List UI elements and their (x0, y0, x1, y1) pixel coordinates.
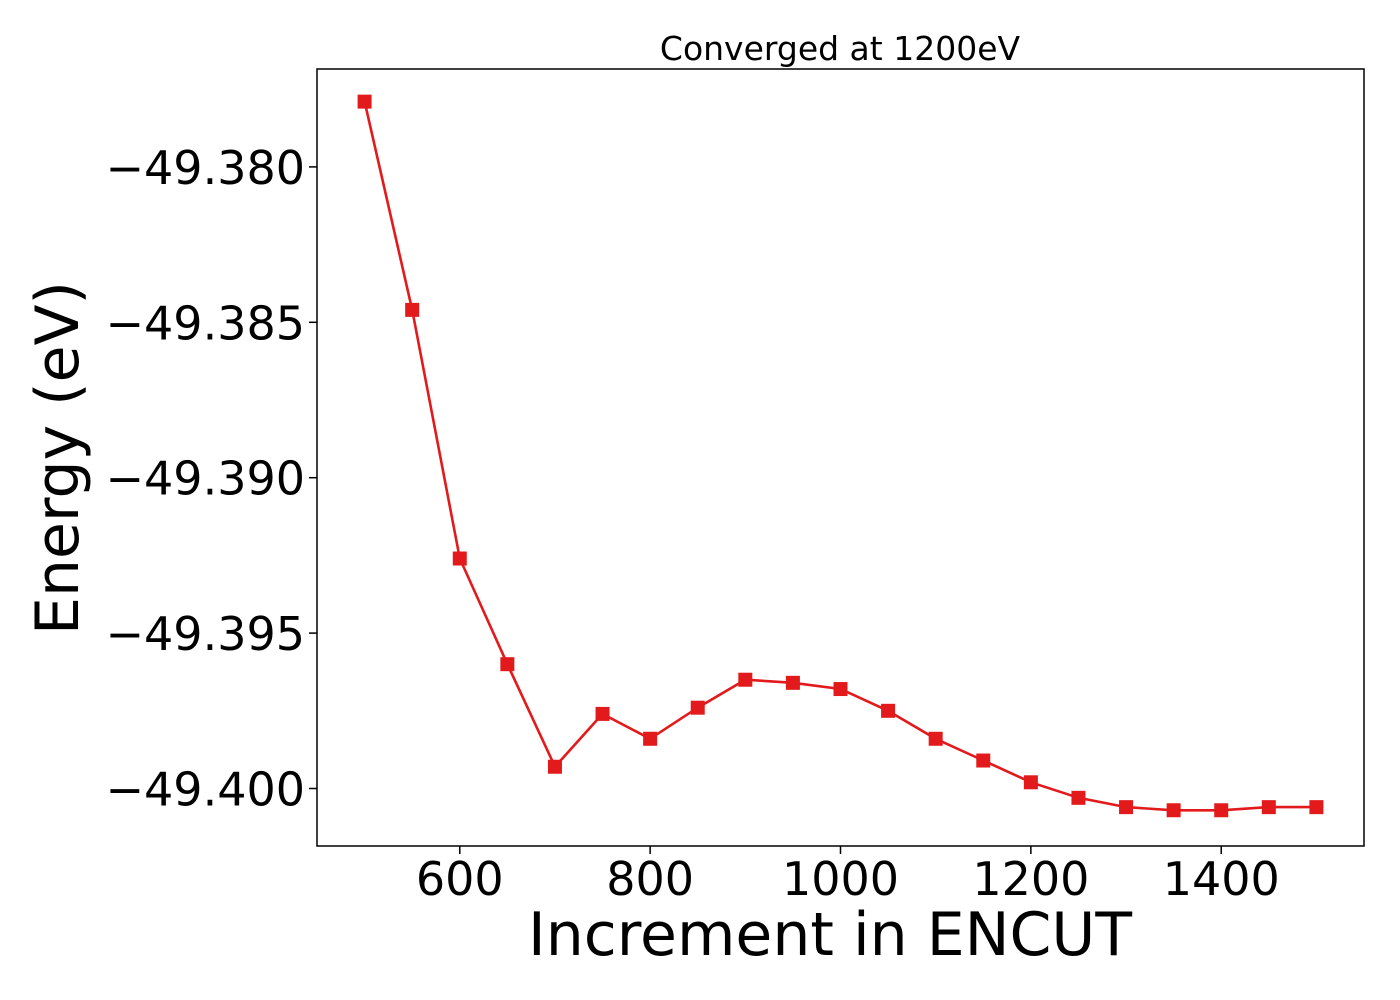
data-point-marker (785, 675, 800, 690)
data-point-marker (547, 759, 562, 774)
data-point-marker (500, 657, 515, 672)
data-point-marker (738, 672, 753, 687)
data-point-marker (833, 682, 848, 697)
x-tick-label: 1200 (972, 852, 1089, 906)
chart-title: Converged at 1200eV (660, 29, 1021, 68)
series-line-0 (363, 101, 1317, 812)
x-axis-ticks: 600 800 1000 1200 1400 (416, 846, 1280, 906)
data-point-marker (1023, 775, 1038, 790)
data-point-marker (928, 731, 943, 746)
data-point-marker (881, 703, 896, 718)
y-tick-label: −49.400 (106, 763, 306, 817)
plot-area-frame (316, 68, 1365, 847)
y-tick-label: −49.390 (106, 452, 306, 506)
x-axis-label: Increment in ENCUT (528, 900, 1132, 970)
y-tick-label: −49.395 (106, 607, 306, 661)
x-tick-label: 800 (606, 852, 694, 906)
data-point-marker (690, 700, 705, 715)
data-point-marker (405, 302, 420, 317)
data-point-marker (1166, 803, 1181, 818)
data-point-marker (1119, 800, 1134, 815)
x-tick-label: 1400 (1163, 852, 1280, 906)
y-tick-label: −49.380 (106, 141, 306, 195)
data-point-marker (1071, 790, 1086, 805)
data-point-marker (643, 731, 658, 746)
data-point-marker (452, 551, 467, 566)
data-point-marker (357, 94, 372, 109)
y-axis-ticks: −49.380 −49.385 −49.390 −49.395 −49.400 (106, 141, 317, 817)
y-tick-label: −49.385 (106, 296, 306, 350)
x-tick-label: 600 (416, 852, 504, 906)
data-point-marker (1214, 803, 1229, 818)
plot-marks (357, 94, 1324, 818)
y-axis-label: Energy (eV) (23, 281, 93, 635)
data-point-marker (595, 706, 610, 721)
data-point-marker (1261, 800, 1276, 815)
data-point-marker (1309, 800, 1324, 815)
data-point-marker (976, 753, 991, 768)
x-tick-label: 1000 (782, 852, 899, 906)
